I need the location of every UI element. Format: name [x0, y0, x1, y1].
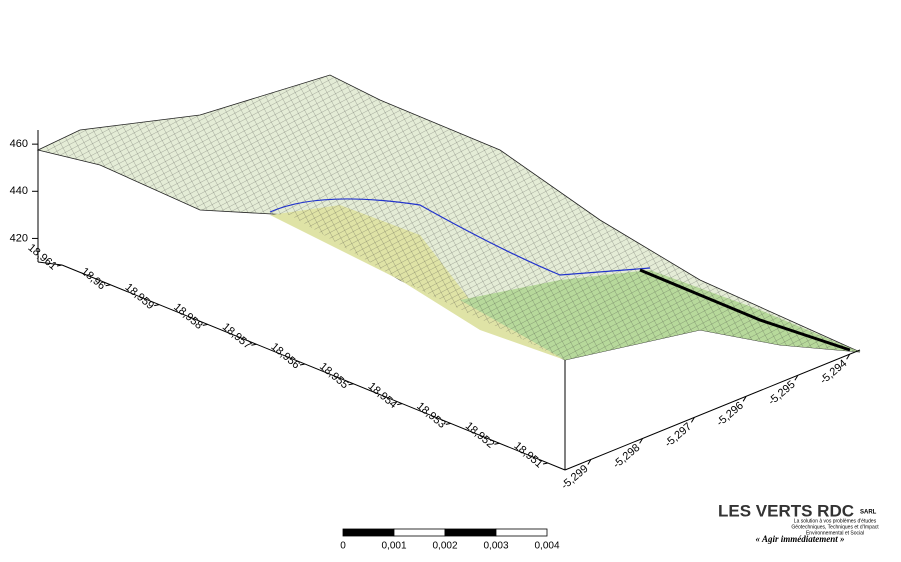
x-tick-label: 18,954: [366, 380, 399, 411]
x-tick: [57, 265, 62, 266]
x-tick-label: 18,952: [463, 420, 496, 451]
x-tick-label: 18,959: [123, 281, 156, 312]
y-tick-label: -5,294: [818, 358, 850, 387]
scale-segment: [496, 529, 547, 536]
scale-label: 0,002: [432, 541, 457, 552]
x-tick-label: 18,958: [171, 301, 204, 332]
x-tick: [300, 364, 305, 365]
y-tick-label: -5,297: [663, 421, 695, 450]
x-tick-label: 18,957: [220, 321, 253, 352]
y-tick-label: -5,298: [611, 442, 643, 471]
logo: LES VERTS RDC SARL La solution à vos pro…: [718, 501, 879, 544]
scale-label: 0,003: [483, 541, 508, 552]
scale-label: 0,004: [534, 541, 559, 552]
surface: [38, 75, 860, 360]
x-tick: [446, 423, 451, 424]
x-tick-label: 18,955: [317, 360, 350, 391]
x-tick: [397, 404, 402, 405]
scale-segment: [343, 529, 394, 536]
x-tick: [154, 305, 159, 306]
x-tick: [349, 384, 354, 385]
z-tick-label: 440: [10, 185, 28, 197]
x-tick: [203, 324, 208, 325]
y-tick-label: -5,295: [766, 379, 798, 408]
x-tick: [543, 463, 548, 464]
x-tick: [251, 344, 256, 345]
scale-segment: [445, 529, 496, 536]
x-tick-label: 18,951: [511, 440, 544, 471]
logo-motto: « Agir immédiatement »: [756, 534, 845, 544]
z-tick-label: 420: [10, 232, 28, 244]
scale-bar: 0 0,001 0,002 0,003 0,004: [340, 529, 560, 552]
chart: 0 0,001 0,002 0,003 0,004 LES VERTS RDC SARL…: [0, 0, 901, 562]
logo-suffix: SARL: [860, 510, 877, 516]
scale-segment: [394, 529, 445, 536]
page: 0 0,001 0,002 0,003 0,004 LES VERTS RDC SARL…: [0, 0, 901, 562]
y-tick-label: -5,299: [559, 463, 591, 492]
x-tick: [494, 443, 499, 444]
x-tick-label: 18,953: [414, 400, 447, 431]
x-tick-label: 18,961: [25, 242, 58, 273]
y-tick-label: -5,296: [714, 400, 746, 429]
x-tick: [106, 285, 111, 286]
x-tick-label: 18,96: [79, 265, 108, 292]
scale-label: 0: [340, 541, 346, 552]
scale-label: 0,001: [381, 541, 406, 552]
z-tick-label: 460: [10, 138, 28, 150]
x-tick-label: 18,956: [268, 341, 301, 372]
